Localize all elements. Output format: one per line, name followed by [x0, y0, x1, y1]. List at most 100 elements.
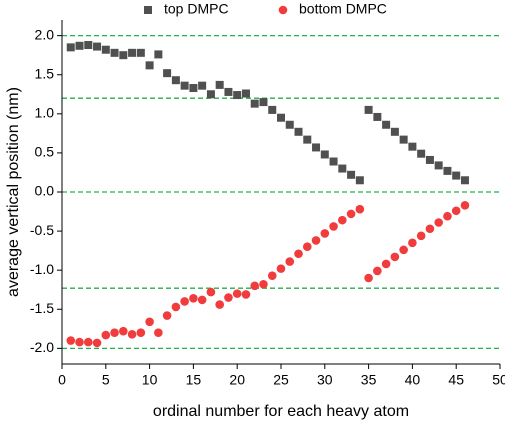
- point: [443, 166, 452, 175]
- point: [303, 135, 312, 144]
- point: [312, 143, 321, 152]
- point: [408, 142, 417, 151]
- point: [259, 279, 268, 289]
- y-tick-label: -0.5: [30, 222, 54, 238]
- point: [163, 69, 172, 78]
- point: [302, 242, 312, 252]
- point: [206, 287, 216, 297]
- point: [101, 45, 110, 54]
- point: [451, 206, 461, 216]
- point: [425, 224, 435, 234]
- point: [443, 211, 452, 221]
- x-axis-title: ordinal number for each heavy atom: [153, 403, 409, 420]
- x-tick-label: 5: [102, 372, 110, 388]
- y-tick-label: 2.0: [35, 26, 55, 42]
- point: [92, 338, 102, 348]
- point: [180, 297, 189, 306]
- point: [198, 81, 207, 90]
- point: [75, 337, 84, 347]
- point: [233, 91, 242, 100]
- point: [285, 120, 294, 129]
- y-tick-label: 0.0: [35, 183, 55, 199]
- point: [347, 170, 356, 179]
- point: [136, 328, 146, 338]
- point: [399, 135, 408, 144]
- point: [320, 229, 330, 238]
- point: [215, 80, 224, 89]
- point: [338, 215, 347, 225]
- point: [162, 311, 172, 320]
- point: [189, 84, 198, 93]
- point: [93, 42, 102, 51]
- point: [294, 127, 303, 136]
- point: [136, 48, 145, 57]
- point: [425, 155, 434, 164]
- y-tick-label: 1.5: [35, 65, 55, 81]
- x-tick-label: 40: [405, 372, 421, 388]
- point: [171, 302, 181, 312]
- point: [399, 245, 408, 255]
- point: [417, 149, 426, 158]
- point: [364, 273, 373, 283]
- point: [320, 150, 329, 159]
- x-tick-label: 50: [492, 372, 505, 388]
- point: [128, 48, 137, 57]
- y-axis-title: average vertical position (nm): [5, 87, 22, 297]
- y-tick-label: 0.5: [35, 144, 55, 160]
- point: [241, 89, 250, 98]
- point: [382, 120, 391, 129]
- point: [373, 266, 382, 276]
- x-tick-label: 20: [229, 372, 245, 388]
- point: [110, 328, 119, 338]
- point: [338, 164, 347, 173]
- point: [285, 257, 295, 266]
- point: [197, 295, 207, 305]
- point: [259, 98, 268, 107]
- y-tick-label: -2.0: [30, 339, 54, 355]
- point: [119, 326, 128, 336]
- point: [434, 218, 443, 227]
- point: [355, 176, 364, 185]
- point: [145, 317, 154, 327]
- point: [206, 90, 215, 99]
- point: [84, 41, 93, 50]
- point: [127, 329, 137, 339]
- legend-marker: [144, 6, 152, 14]
- point: [416, 231, 426, 241]
- legend-marker: [278, 5, 288, 15]
- point: [390, 127, 399, 136]
- point: [154, 50, 163, 59]
- y-tick-label: -1.5: [30, 300, 54, 316]
- point: [267, 271, 277, 280]
- point: [460, 200, 470, 210]
- point: [154, 328, 163, 338]
- point: [329, 157, 338, 166]
- point: [66, 43, 75, 52]
- x-tick-label: 35: [361, 372, 377, 388]
- point: [224, 87, 233, 96]
- point: [241, 290, 251, 299]
- point: [434, 161, 443, 170]
- point: [75, 41, 84, 50]
- point: [224, 293, 233, 302]
- x-tick-label: 15: [186, 372, 202, 388]
- point: [110, 48, 119, 57]
- x-tick-label: 30: [317, 372, 333, 388]
- point: [408, 238, 417, 248]
- point: [355, 204, 365, 214]
- x-tick-label: 0: [58, 372, 66, 388]
- x-tick-label: 10: [142, 372, 158, 388]
- point: [294, 249, 303, 259]
- point: [66, 336, 76, 345]
- point: [277, 113, 285, 122]
- point: [171, 76, 180, 85]
- point: [119, 51, 128, 60]
- point: [452, 171, 461, 180]
- point: [250, 99, 259, 108]
- y-tick-label: 1.0: [35, 105, 55, 121]
- point: [180, 81, 189, 90]
- point: [390, 252, 400, 262]
- point: [329, 222, 338, 231]
- point: [215, 300, 224, 309]
